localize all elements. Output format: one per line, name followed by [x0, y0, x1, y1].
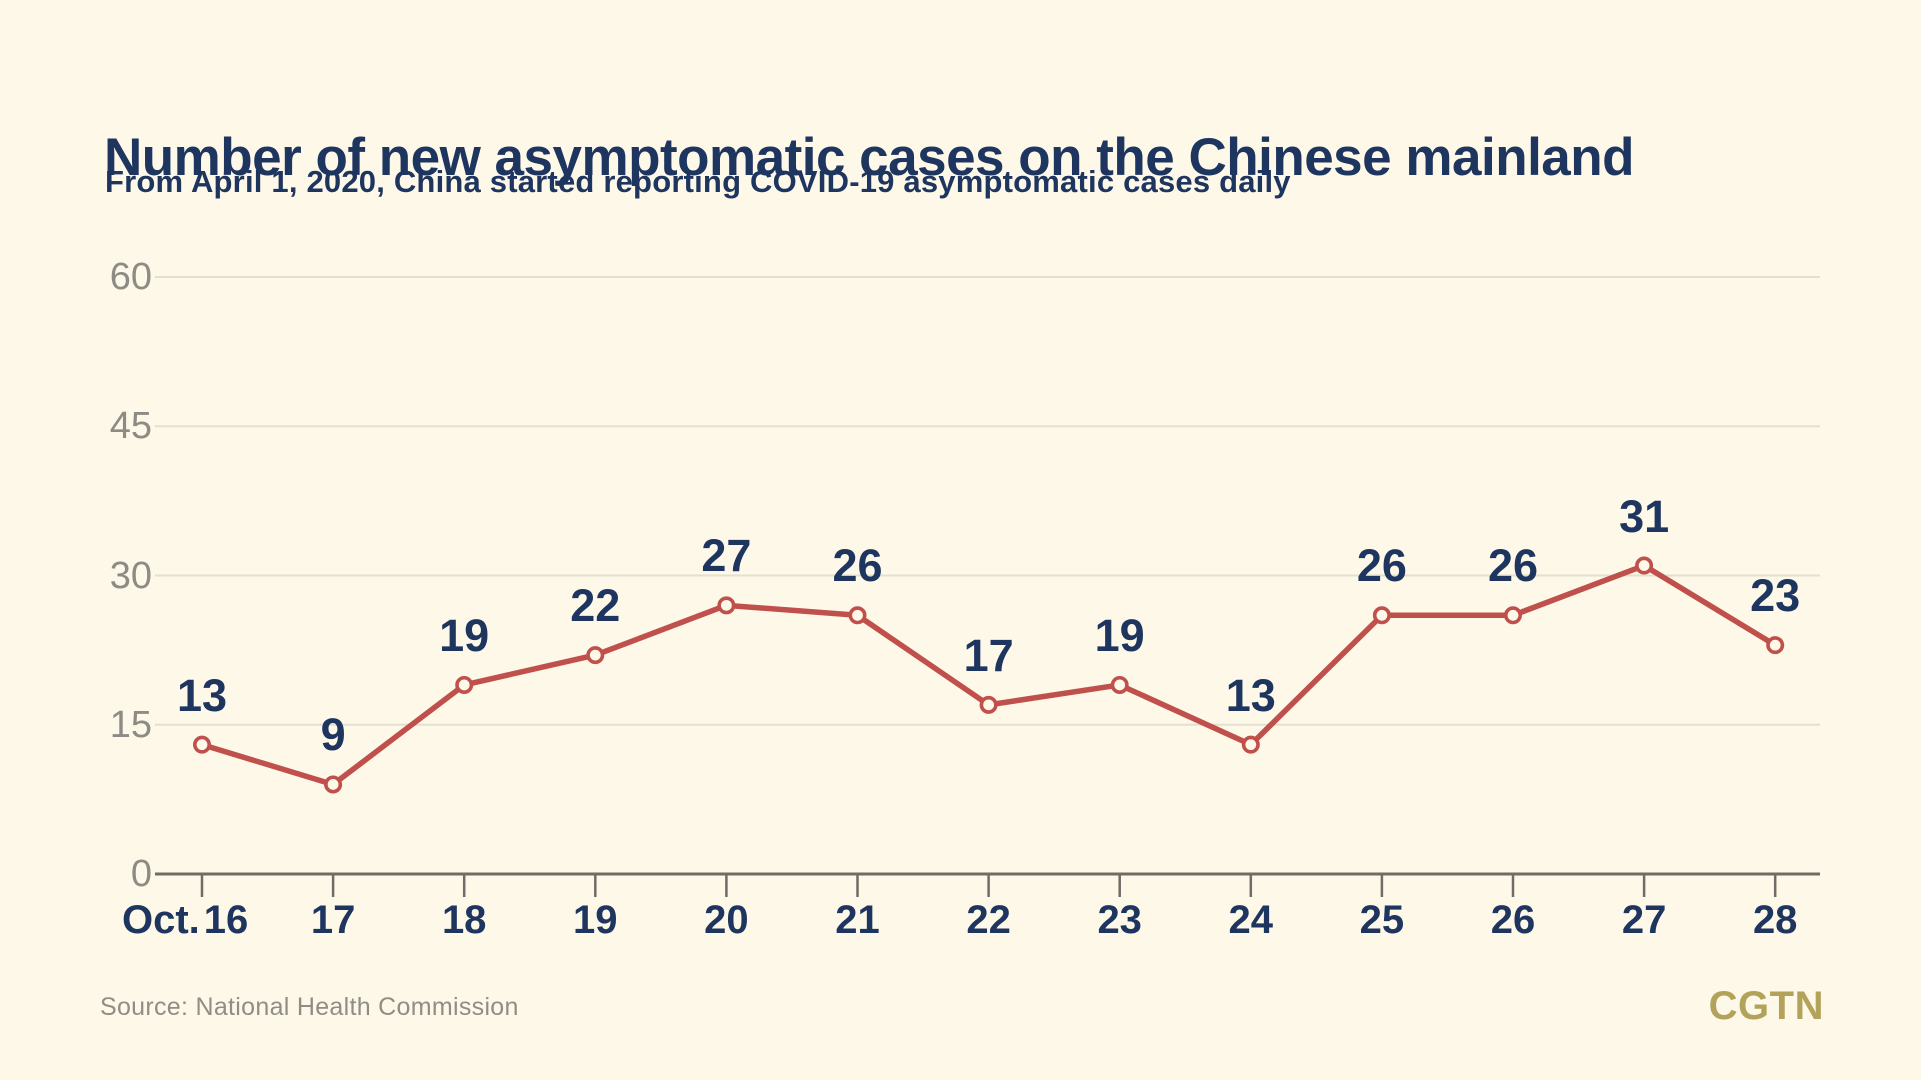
data-point-marker [1504, 606, 1523, 625]
series-line [199, 562, 1778, 788]
chart-subtitle: From April 1, 2020, China started report… [105, 164, 1291, 199]
cgtn-logo: CGTN [1708, 984, 1824, 1028]
data-point-marker [979, 695, 998, 714]
data-point-marker [848, 606, 867, 625]
data-point-marker [1372, 606, 1391, 625]
data-point-marker [1635, 556, 1654, 575]
data-point-marker [324, 775, 343, 794]
data-point-marker [193, 735, 212, 754]
data-point-marker [455, 675, 474, 694]
chart-title: Number of new asymptomatic cases on the … [104, 127, 1635, 187]
data-point-marker [1766, 636, 1785, 655]
data-point-marker [717, 596, 736, 615]
data-point-marker [586, 646, 605, 665]
data-point-marker [1110, 675, 1129, 694]
source-note: Source: National Health Commission [100, 993, 519, 1021]
data-point-marker [1241, 735, 1260, 754]
